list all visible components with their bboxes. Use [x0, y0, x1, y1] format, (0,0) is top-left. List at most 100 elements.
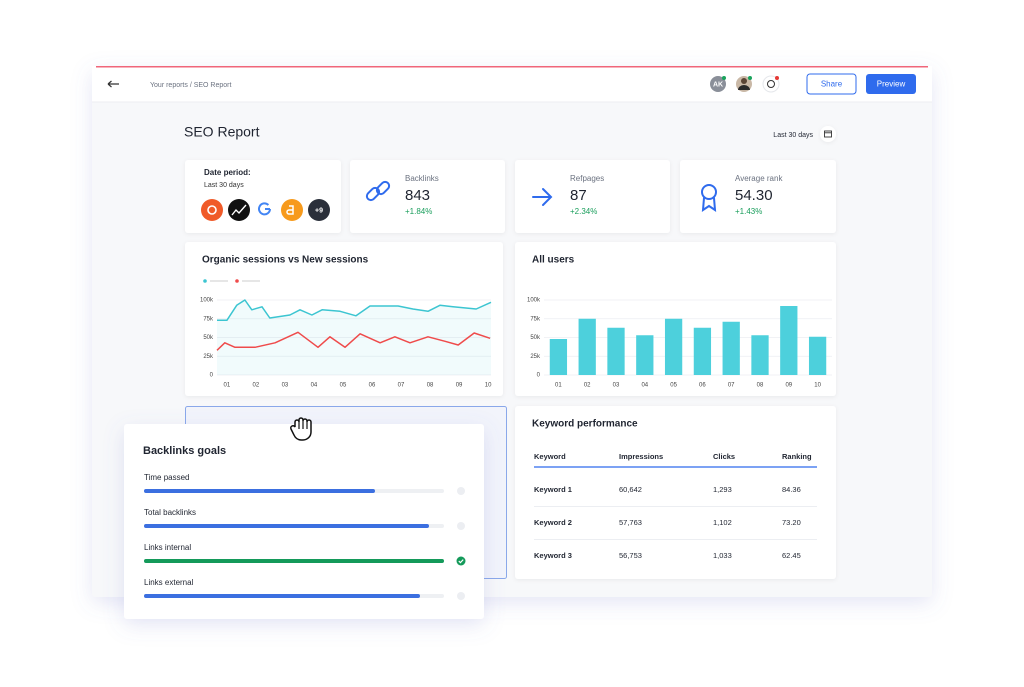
- breadcrumb[interactable]: Your reports / SEO Report: [150, 82, 232, 89]
- more-sources-label: +9: [315, 207, 323, 214]
- x-tick-label: 05: [670, 383, 677, 389]
- kpi-change: +1.43%: [735, 207, 762, 216]
- column-header: Impressions: [619, 452, 663, 461]
- table-card: [515, 406, 836, 579]
- x-tick-label: 06: [369, 383, 376, 389]
- arrow-icon: [532, 188, 553, 206]
- calendar-button[interactable]: [820, 126, 836, 142]
- x-tick-label: 09: [456, 383, 463, 389]
- bar: [636, 335, 654, 375]
- x-tick-label: 07: [398, 383, 405, 389]
- goal-label: Links internal: [144, 543, 191, 552]
- kpi-card: [680, 160, 836, 233]
- column-header: Ranking: [782, 452, 812, 461]
- bar: [722, 321, 740, 375]
- table-cell: Keyword 3: [534, 551, 572, 560]
- goal-label: Total backlinks: [144, 508, 196, 517]
- table-cell: 60,642: [619, 485, 642, 494]
- table-cell: Keyword 1: [534, 485, 572, 494]
- bar: [664, 318, 683, 375]
- check-mark: [458, 559, 464, 564]
- x-tick-label: 07: [728, 383, 735, 389]
- x-tick-label: 09: [785, 383, 792, 389]
- goal-label: Links external: [144, 578, 194, 587]
- x-tick-label: 10: [485, 383, 492, 389]
- goals-layer: Backlinks goals Time passed Total backlink…: [124, 424, 484, 619]
- kpi-label: Refpages: [570, 174, 604, 183]
- preview-label: Preview: [877, 80, 906, 89]
- x-tick-label: 05: [340, 383, 347, 389]
- legend-swatch: [203, 279, 207, 283]
- goal-progress: [144, 559, 444, 563]
- logo-semrush: [201, 199, 223, 221]
- kpi-label: Backlinks: [405, 174, 439, 183]
- bar: [751, 335, 769, 375]
- kpi-change: +1.84%: [405, 207, 432, 216]
- y-tick-label: 50k: [530, 335, 541, 341]
- table-cell: 57,763: [619, 518, 642, 527]
- x-tick-label: 10: [814, 383, 821, 389]
- avatar-head: [741, 78, 747, 84]
- goal-status: [457, 487, 465, 495]
- avatar-body: [738, 85, 750, 90]
- goal-progress: [144, 594, 420, 598]
- table-title: Keyword performance: [532, 419, 638, 430]
- line: [216, 331, 491, 351]
- grab-cursor: [290, 417, 312, 441]
- comments-button[interactable]: [762, 75, 780, 93]
- y-tick-label: 0: [537, 373, 541, 379]
- share-label: Share: [821, 80, 843, 89]
- bar: [607, 327, 625, 375]
- link-icon: [365, 180, 391, 202]
- goal-progress: [144, 489, 375, 493]
- y-tick-label: 0: [210, 373, 214, 379]
- table-cell: 84.36: [782, 485, 801, 494]
- x-tick-label: 06: [699, 383, 706, 389]
- kpi-change: +2.34%: [570, 207, 597, 216]
- kpi-value: 843: [405, 187, 430, 204]
- bar: [693, 327, 712, 375]
- avatar[interactable]: [710, 76, 726, 92]
- goal-complete: [456, 556, 466, 566]
- logo-analytics: [228, 199, 250, 221]
- table-cell: 62.45: [782, 551, 801, 560]
- y-tick-label: 25k: [203, 354, 214, 360]
- back-button[interactable]: [107, 80, 119, 88]
- x-tick-label: 03: [613, 383, 620, 389]
- x-tick-label: 02: [253, 383, 260, 389]
- goals-card[interactable]: [124, 424, 484, 619]
- goal-status: [457, 592, 465, 600]
- logo-mark: [207, 205, 217, 215]
- date-range[interactable]: Last 30 days: [773, 132, 813, 139]
- bar: [578, 318, 596, 375]
- y-tick-label: 100k: [527, 298, 541, 304]
- share-button[interactable]: Share: [806, 73, 857, 95]
- y-tick-label: 25k: [530, 354, 541, 360]
- preview-button[interactable]: Preview: [866, 74, 916, 94]
- goals-title: Backlinks goals: [143, 445, 226, 457]
- top-accent: [96, 66, 928, 68]
- area: [217, 300, 491, 375]
- kpi-card: [350, 160, 505, 233]
- bar: [808, 336, 827, 375]
- column-header: Keyword: [534, 452, 566, 461]
- x-tick-label: 02: [584, 383, 591, 389]
- more-sources[interactable]: [308, 199, 330, 221]
- date-value: Last 30 days: [204, 182, 244, 189]
- status-dot: [748, 76, 752, 80]
- x-tick-label: 04: [311, 383, 318, 389]
- kpi-label: Average rank: [735, 174, 783, 183]
- goal-progress: [144, 524, 429, 528]
- avatar-initials: AK: [713, 81, 723, 88]
- table-cell: 56,753: [619, 551, 642, 560]
- table-cell: 1,293: [713, 485, 732, 494]
- column-header: Clicks: [713, 452, 735, 461]
- legend-swatch: [235, 279, 239, 283]
- table-cell: 1,033: [713, 551, 732, 560]
- table-cell: 1,102: [713, 518, 732, 527]
- date-card: [185, 160, 341, 233]
- x-tick-label: 08: [427, 383, 434, 389]
- status-dot: [722, 76, 726, 80]
- y-tick-label: 75k: [203, 316, 214, 322]
